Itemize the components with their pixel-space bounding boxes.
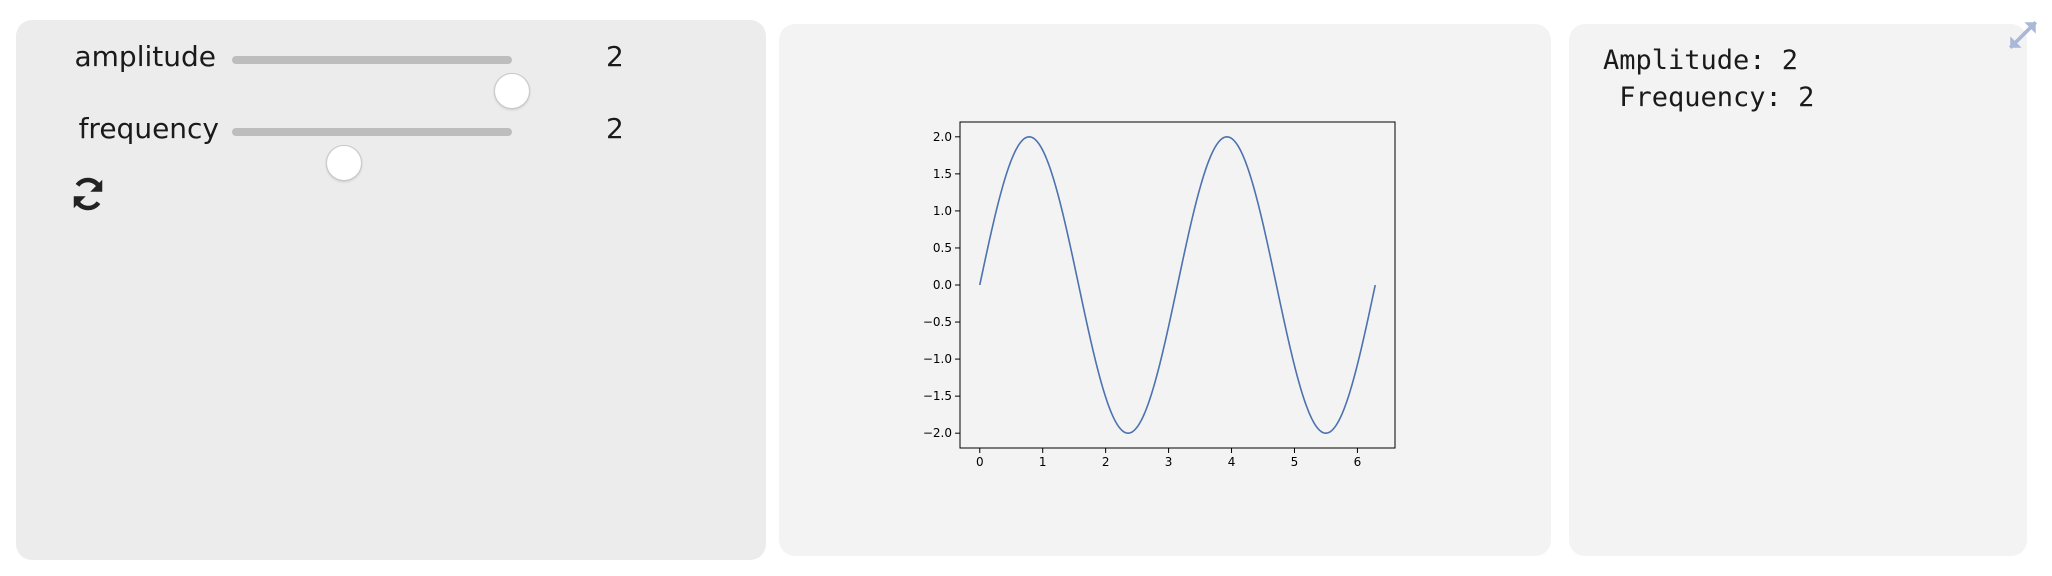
y-tick-label: 1.0 bbox=[933, 204, 952, 218]
frequency-slider-thumb[interactable] bbox=[326, 145, 362, 181]
x-tick-label: 6 bbox=[1354, 455, 1362, 469]
amplitude-label: amplitude bbox=[74, 40, 217, 73]
y-tick-label: 2.0 bbox=[933, 130, 952, 144]
y-tick-label: −1.0 bbox=[923, 352, 952, 366]
x-tick-label: 2 bbox=[1102, 455, 1110, 469]
y-tick-label: −0.5 bbox=[923, 315, 952, 329]
chart-marks bbox=[978, 136, 1377, 434]
amplitude-slider-thumb[interactable] bbox=[494, 73, 530, 109]
frequency-output: Frequency: 2 bbox=[1603, 82, 1815, 113]
x-tick-label: 0 bbox=[976, 455, 984, 469]
sine-series-line bbox=[978, 136, 1377, 434]
amplitude-slider-track[interactable] bbox=[232, 56, 530, 109]
sine-chart: 0 1 2 3 4 5 6 2.0 1.5 1.0 0.5 0.0 −0.5 −1.0 −1.5 −2.0 bbox=[923, 121, 1396, 469]
amplitude-value: 2 bbox=[606, 40, 624, 73]
chart-axes: 0 1 2 3 4 5 6 2.0 1.5 1.0 0.5 0.0 −0.5 −1.0 −1.5 −2.0 bbox=[923, 121, 1396, 469]
x-tick-label: 4 bbox=[1228, 455, 1236, 469]
amplitude-slider-row: amplitude 2 bbox=[16, 26, 766, 109]
frequency-slider-track[interactable] bbox=[232, 128, 512, 181]
expand-icon[interactable] bbox=[2006, 18, 2040, 52]
output-text: Amplitude: 2 Frequency: 2 bbox=[1603, 42, 1814, 116]
y-tick-label: 0.5 bbox=[933, 241, 952, 255]
x-tick-label: 3 bbox=[1165, 455, 1173, 469]
plot-panel: 0 1 2 3 4 5 6 2.0 1.5 1.0 0.5 0.0 −0.5 −1.0 −1.5 −2.0 bbox=[779, 24, 1551, 556]
output-panel: Amplitude: 2 Frequency: 2 bbox=[1569, 24, 2027, 556]
controls-panel: amplitude 2 frequency 2 bbox=[16, 20, 766, 560]
y-tick-label: 0.0 bbox=[933, 278, 952, 292]
amplitude-output: Amplitude: 2 bbox=[1603, 45, 1799, 76]
frequency-label: frequency bbox=[78, 112, 219, 145]
x-tick-label: 1 bbox=[1039, 455, 1047, 469]
y-tick-label: 1.5 bbox=[933, 167, 952, 181]
x-tick-label: 5 bbox=[1291, 455, 1299, 469]
frequency-slider-row: frequency 2 bbox=[16, 98, 766, 181]
y-tick-label: −1.5 bbox=[923, 389, 952, 403]
y-tick-label: −2.0 bbox=[923, 426, 952, 440]
frequency-value: 2 bbox=[606, 112, 624, 145]
refresh-icon[interactable] bbox=[70, 176, 106, 212]
